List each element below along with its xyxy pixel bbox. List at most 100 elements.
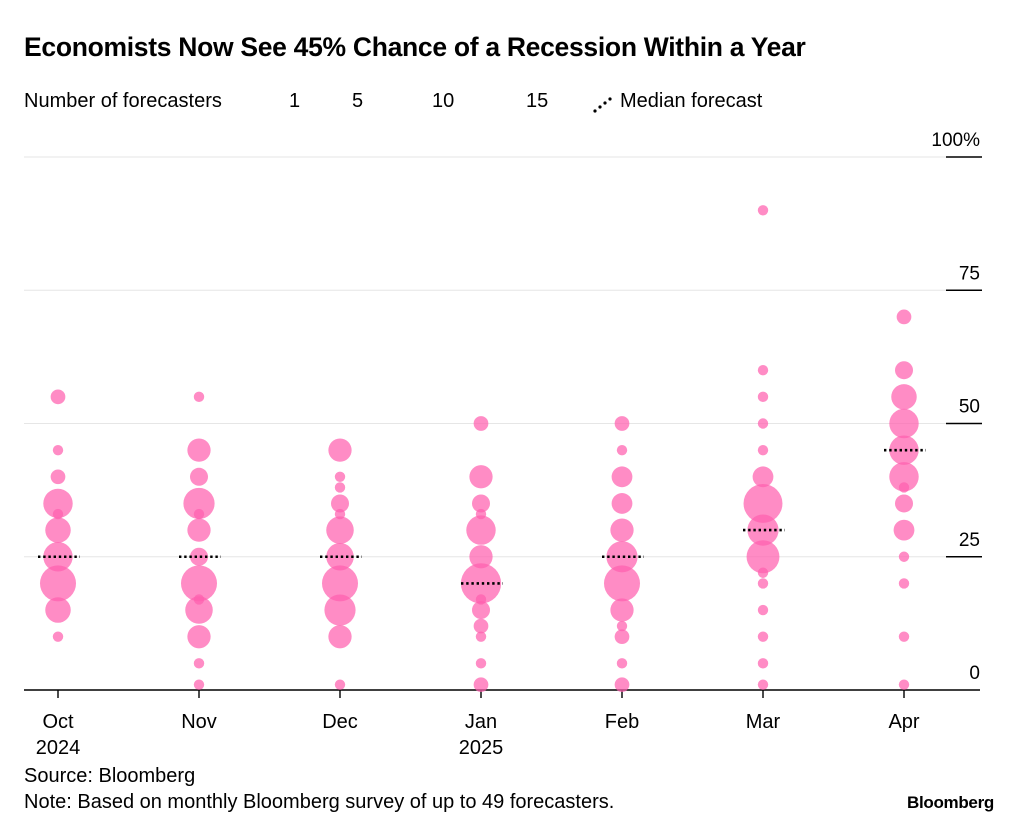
legend-size-label-5: 5: [352, 90, 364, 112]
bubble-nov-15: [185, 596, 213, 624]
x-tick-sublabel-oct: 2024: [36, 737, 81, 759]
note-text: Note: Based on monthly Bloomberg survey …: [24, 791, 615, 813]
bubble-apr-55: [891, 384, 917, 410]
bubble-oct-10: [52, 631, 64, 642]
bubble-nov-1: [193, 679, 205, 690]
bubble-nov-5: [193, 658, 205, 669]
bubble-apr-60: [894, 361, 914, 380]
bubble-mar-55: [757, 391, 769, 403]
bubble-nov-10: [187, 625, 211, 649]
source-text: Source: Bloomberg: [24, 765, 196, 787]
bubble-oct-40: [50, 469, 66, 485]
bubble-dec-15: [324, 594, 356, 626]
x-tick-label-nov: Nov: [181, 711, 217, 733]
bubble-nov-30: [187, 518, 211, 542]
bubble-apr-30: [893, 519, 915, 541]
bubble-jan-20: [460, 563, 502, 604]
x-tick-label-feb: Feb: [605, 711, 639, 733]
bubble-oct-25: [43, 542, 73, 572]
bubble-mar-60: [757, 365, 769, 376]
x-tick-label-mar: Mar: [746, 711, 781, 733]
bubble-mar-45: [757, 444, 769, 456]
bubble-feb-45: [616, 444, 628, 456]
bubble-feb-1: [614, 677, 630, 693]
y-tick-label-0: 0: [969, 663, 980, 684]
bubble-dec-30: [326, 516, 354, 544]
bubble-feb-20: [603, 565, 641, 602]
bubble-jan-10: [475, 631, 487, 642]
x-tick-label-apr: Apr: [888, 711, 919, 733]
bubble-nov-40: [189, 467, 209, 486]
bubble-jan-30: [466, 515, 496, 545]
bubble-feb-35: [611, 493, 633, 514]
bubble-jan-40: [469, 465, 493, 489]
x-tick-label-oct: Oct: [42, 711, 74, 733]
bloomberg-logo: Bloomberg: [906, 793, 994, 812]
chart-title: Economists Now See 45% Chance of a Reces…: [24, 32, 806, 62]
x-tick-label-dec: Dec: [322, 711, 358, 733]
bubble-apr-10: [898, 631, 910, 642]
bubble-jan-1: [473, 677, 489, 693]
bubble-jan-15: [471, 601, 491, 620]
bubble-dec-25: [326, 542, 354, 571]
bubble-feb-30: [610, 518, 634, 542]
bubble-dec-1: [334, 679, 346, 690]
bubble-jan-25: [469, 545, 493, 569]
bubble-apr-35: [894, 494, 914, 513]
legend-size-label-1: 1: [289, 90, 301, 112]
bubble-nov-20: [180, 565, 218, 602]
bubble-apr-40: [889, 462, 919, 492]
bubble-nov-35: [183, 487, 215, 520]
legend-size-label-10: 10: [432, 90, 455, 112]
bubble-mar-20: [757, 578, 769, 589]
bubble-mar-30: [747, 514, 779, 546]
bubble-feb-12: [616, 620, 628, 632]
bubble-apr-20: [898, 578, 910, 589]
bubble-mar-10: [757, 631, 769, 642]
x-tick-sublabel-jan: 2025: [459, 737, 504, 759]
bubble-mar-25: [746, 540, 780, 574]
bubble-oct-55: [50, 389, 66, 405]
bubble-mar-40: [752, 466, 774, 488]
bubble-oct-35: [43, 488, 73, 519]
y-tick-label-50: 50: [959, 397, 980, 418]
median-legend-icon: [593, 97, 612, 113]
bubble-feb-15: [610, 598, 634, 622]
legend-median-label: Median forecast: [620, 90, 763, 112]
bubble-nov-55: [193, 391, 205, 403]
bubble-apr-25: [898, 551, 910, 562]
bubble-jan-5: [475, 658, 487, 669]
bubble-oct-30: [45, 517, 71, 543]
bubble-oct-45: [52, 444, 64, 456]
bubble-mar-1: [757, 679, 769, 690]
bubble-dec-20: [321, 565, 359, 602]
bubble-mar-35: [743, 483, 783, 523]
bubble-feb-50: [614, 416, 630, 431]
legend-size-title: Number of forecasters: [24, 90, 222, 112]
legend-size-label-15: 15: [526, 90, 549, 112]
bubble-nov-45: [187, 438, 211, 462]
bubble-apr-1: [898, 679, 910, 690]
bubble-feb-40: [611, 466, 633, 488]
bubble-dec-45: [328, 438, 352, 462]
bubble-feb-5: [616, 658, 628, 669]
y-tick-label-75: 75: [959, 263, 980, 284]
bubble-feb-25: [606, 541, 638, 573]
y-tick-label-25: 25: [959, 530, 980, 551]
x-tick-label-jan: Jan: [465, 711, 497, 733]
bubble-feb-10: [614, 629, 630, 645]
bubble-nov-25: [189, 547, 209, 566]
bubble-jan-50: [473, 416, 489, 431]
bubble-mar-5: [757, 658, 769, 669]
bubble-oct-15: [45, 597, 71, 623]
bubble-jan-12: [473, 618, 489, 634]
bubble-apr-70: [896, 309, 912, 325]
bubble-apr-45: [889, 435, 919, 465]
bubble-dec-10: [328, 625, 352, 649]
bubble-dec-40: [334, 471, 346, 482]
y-tick-label-100: 100%: [931, 130, 980, 151]
legend: Number of forecasters 1 5 10 15 Median f…: [24, 80, 1004, 126]
bubble-mar-50: [757, 418, 769, 429]
bubble-oct-20: [39, 565, 77, 602]
bubble-mar-15: [757, 604, 769, 616]
